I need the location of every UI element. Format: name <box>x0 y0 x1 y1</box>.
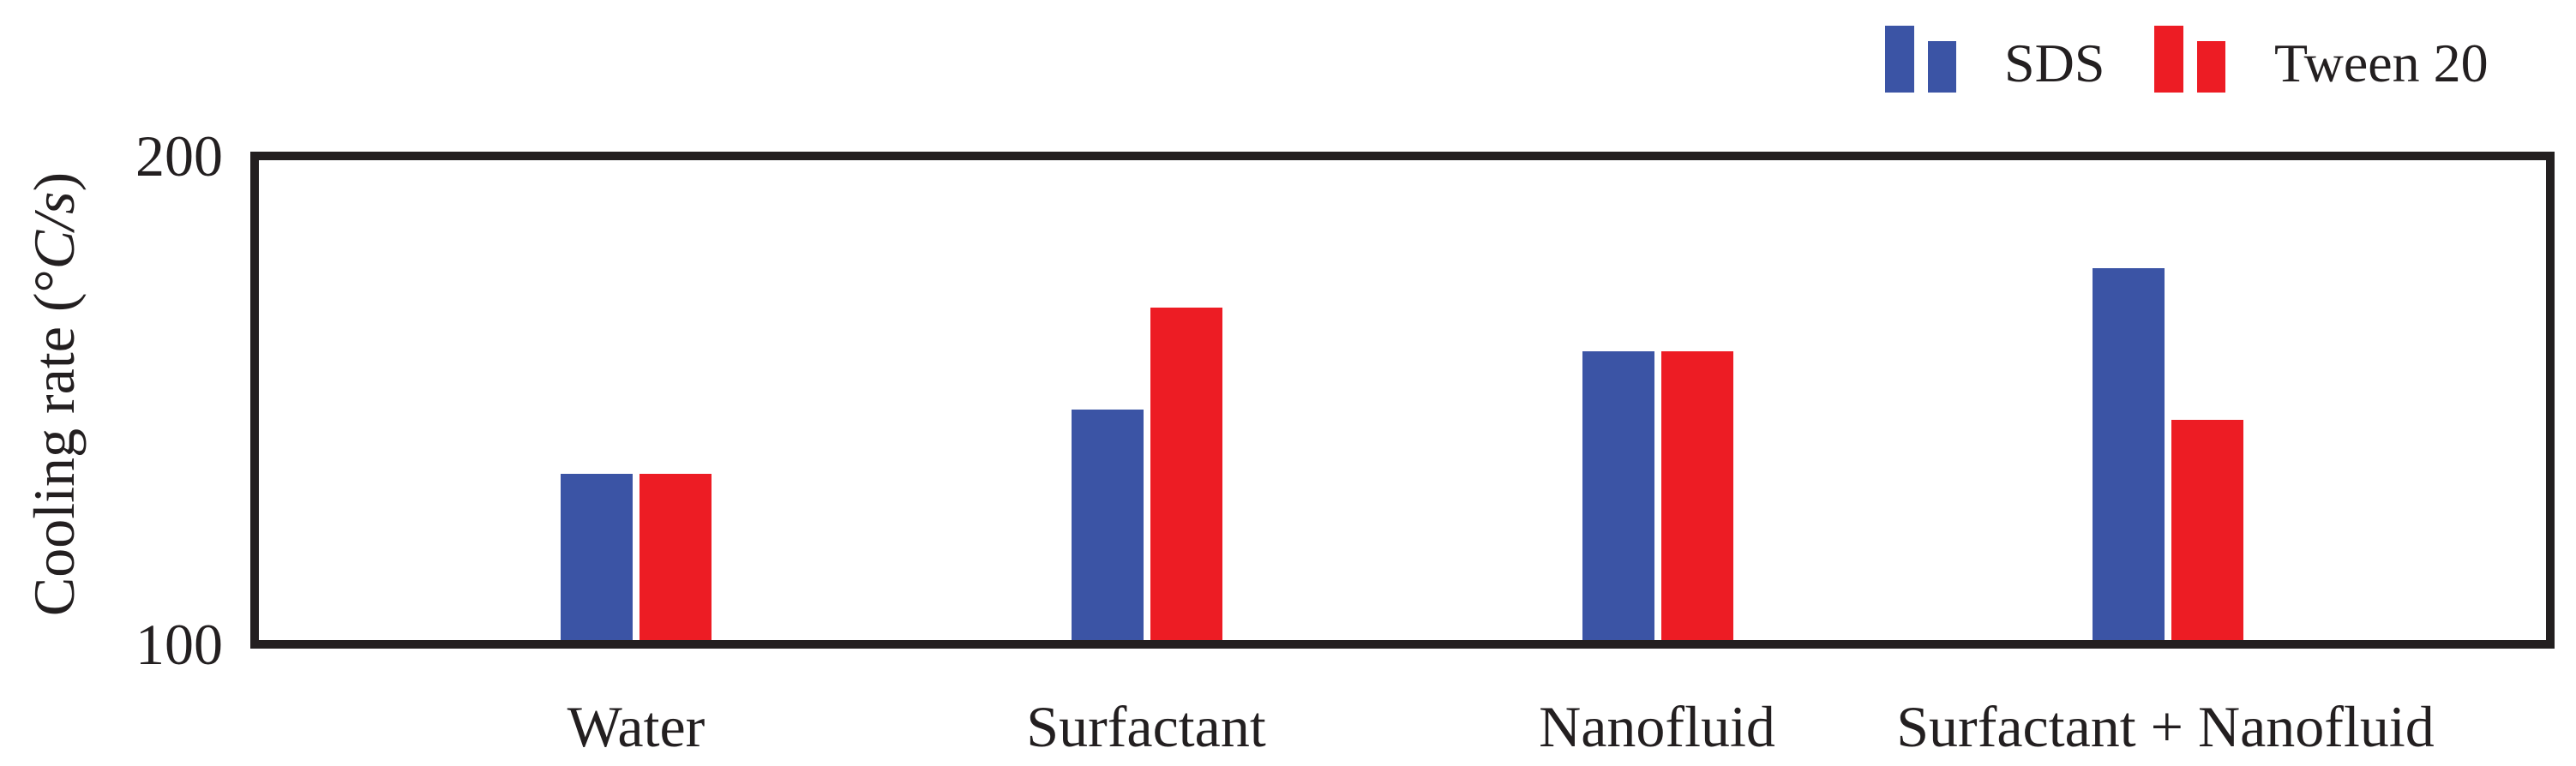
x-axis-label-surfactant-nanofluid: Surfactant + Nanofluid <box>1896 694 2435 759</box>
bar-sds-surfactant <box>1072 410 1144 640</box>
bar-tween-20-water <box>639 473 712 640</box>
legend-label-sds: SDS <box>2004 33 2105 93</box>
legend-marker-tween20-icon <box>2197 41 2225 93</box>
plot-area <box>259 160 2546 640</box>
x-axis-label-surfactant: Surfactant <box>1026 694 1266 759</box>
y-axis-title-text: Cooling rate (° <box>21 269 87 617</box>
y-axis-title-unit: C/s <box>21 191 87 270</box>
legend-marker-sds-icon <box>1928 41 1956 93</box>
plot-frame <box>250 152 2555 649</box>
y-tick-100: 100 <box>135 612 223 677</box>
legend-marker-tween20-icon <box>2154 26 2183 93</box>
bar-sds-nanofluid <box>1582 351 1654 640</box>
legend-label-tween20: Tween 20 <box>2274 33 2489 93</box>
bar-sds-surfactant-nanofluid <box>2093 268 2165 640</box>
bar-tween-20-surfactant-nanofluid <box>2171 419 2243 640</box>
bar-tween-20-nanofluid <box>1661 351 1733 640</box>
bar-sds-water <box>561 473 633 640</box>
x-axis-label-nanofluid: Nanofluid <box>1539 694 1775 759</box>
bar-tween-20-surfactant <box>1150 307 1222 640</box>
y-tick-200: 200 <box>135 123 223 189</box>
legend: SDS Tween 20 <box>0 0 2576 111</box>
legend-marker-sds-icon <box>1885 26 1914 93</box>
x-axis-label-water: Water <box>567 694 706 759</box>
